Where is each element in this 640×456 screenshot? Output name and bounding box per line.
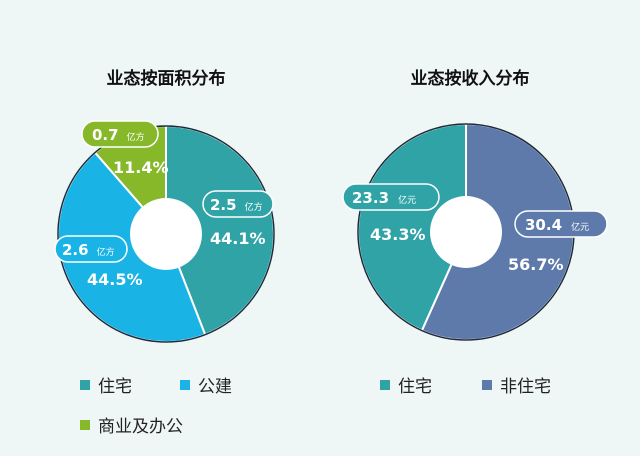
svg-text:30.4 亿元: 30.4 亿元 xyxy=(525,215,589,234)
area-donut-hole xyxy=(130,198,202,270)
area-commercial-bubble xyxy=(81,120,159,148)
legend-swatch-area-housing xyxy=(80,380,90,390)
income-housing-percent: 43.3% xyxy=(370,225,426,244)
area-public-unit: 亿方 xyxy=(97,246,115,258)
income-label-nonhousing: 30.4 亿元 56.7% xyxy=(508,210,608,274)
area-chart-title: 业态按面积分布 xyxy=(107,68,226,89)
income-housing-value: 23.3 xyxy=(352,189,389,207)
svg-text:2.5 亿方: 2.5 亿方 xyxy=(210,195,263,214)
income-nonhousing-percent: 56.7% xyxy=(508,255,564,274)
area-housing-value: 2.5 xyxy=(210,196,237,214)
area-label-public: 2.6 亿方 44.5% xyxy=(54,235,143,289)
income-nonhousing-bubble xyxy=(514,210,608,238)
legend-label-area-public: 公建 xyxy=(198,377,232,397)
legend-swatch-area-commercial xyxy=(80,420,90,430)
income-donut xyxy=(357,122,575,341)
area-commercial-unit: 亿方 xyxy=(127,131,145,143)
area-housing-percent: 44.1% xyxy=(210,229,266,248)
svg-text:2.6 亿方: 2.6 亿方 xyxy=(62,240,115,259)
income-donut-hole xyxy=(430,196,502,268)
area-public-percent: 44.5% xyxy=(87,270,143,289)
income-housing-unit: 亿元 xyxy=(398,194,416,206)
legend-swatch-area-public xyxy=(180,380,190,390)
legend-label-area-commercial: 商业及办公 xyxy=(98,417,183,437)
legend-swatch-income-nonhousing xyxy=(482,380,492,390)
area-public-bubble xyxy=(54,235,128,263)
area-commercial-percent: 11.4% xyxy=(113,158,169,177)
legend-label-area-housing: 住宅 xyxy=(98,377,132,397)
income-label-housing: 23.3 亿元 43.3% xyxy=(342,183,440,244)
income-chart-title: 业态按收入分布 xyxy=(411,68,530,89)
income-nonhousing-value: 30.4 xyxy=(525,216,562,234)
income-nonhousing-unit: 亿元 xyxy=(571,221,589,233)
area-housing-bubble xyxy=(202,190,274,218)
area-label-housing: 2.5 亿方 44.1% xyxy=(202,190,274,248)
income-housing-bubble xyxy=(342,183,440,211)
area-commercial-value: 0.7 xyxy=(92,126,119,144)
area-donut xyxy=(57,124,275,343)
area-housing-unit: 亿方 xyxy=(245,201,263,213)
svg-text:23.3 亿元: 23.3 亿元 xyxy=(352,188,416,207)
legend-label-income-nonhousing: 非住宅 xyxy=(500,377,551,397)
legend-swatch-income-housing xyxy=(380,380,390,390)
svg-text:0.7 亿方: 0.7 亿方 xyxy=(92,125,145,144)
legend-label-income-housing: 住宅 xyxy=(398,377,432,397)
area-public-value: 2.6 xyxy=(62,241,89,259)
area-label-commercial: 0.7 亿方 11.4% xyxy=(81,120,169,177)
area-donut-outline xyxy=(57,125,275,343)
